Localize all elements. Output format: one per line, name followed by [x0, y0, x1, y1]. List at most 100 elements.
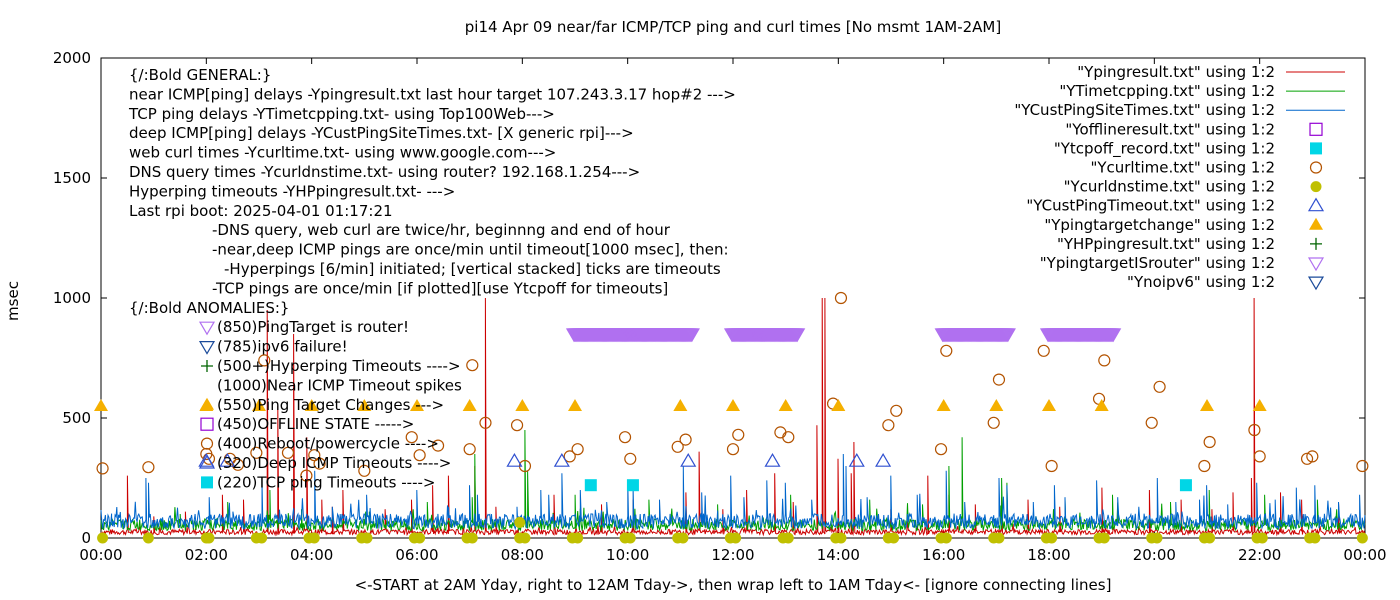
annotation-line: -DNS query, web curl are twice/hr, begin…	[212, 221, 671, 239]
marker-point	[515, 399, 530, 411]
legend-swatch	[1309, 161, 1323, 174]
y-tick-label: 1000	[53, 289, 91, 307]
annotation-line: (220)TCP ping Timeouts ---->	[217, 473, 435, 491]
marker-point	[624, 532, 636, 544]
marker-point	[683, 328, 700, 343]
legend-label: "Ycurltime.txt" using 1:2	[1090, 159, 1275, 177]
marker-point	[514, 516, 526, 528]
marker-point	[313, 457, 326, 470]
marker-point	[1145, 416, 1158, 429]
marker-point	[673, 399, 688, 411]
legend-label: "YHPpingresult.txt" using 1:2	[1057, 235, 1275, 253]
y-tick-label: 2000	[53, 49, 91, 67]
marker-point	[940, 344, 953, 357]
legend-label: "Ytcpoff_record.txt" using 1:2	[1054, 139, 1275, 158]
marker-point	[1198, 459, 1211, 473]
series-line-2	[100, 453, 1366, 531]
marker-point	[250, 446, 263, 459]
annotation-icon	[198, 454, 216, 469]
marker-point	[778, 399, 793, 411]
marker-point	[1356, 459, 1369, 473]
legend-label: "Ypingtargetchange" using 1:2	[1044, 216, 1275, 234]
marker-point	[1256, 532, 1268, 544]
marker-point	[1300, 452, 1314, 465]
marker-point	[774, 426, 787, 439]
legend-label: "Ynoipv6" using 1:2	[1127, 273, 1275, 291]
marker-point	[1153, 380, 1166, 393]
annotation-line: (500+)Hyperping Timeouts ---->	[217, 357, 461, 375]
marker-point	[231, 458, 245, 471]
marker-point	[281, 446, 295, 459]
marker-point	[1179, 479, 1192, 492]
marker-point	[882, 419, 895, 432]
marker-point	[726, 399, 740, 411]
marker-point	[304, 399, 319, 411]
marker-point	[764, 453, 781, 467]
annotation-line: (785)ipv6 failure!	[217, 338, 348, 356]
marker-point	[1306, 450, 1319, 463]
legend-swatch	[1310, 181, 1322, 193]
x-tick-label: 08:00	[501, 546, 544, 564]
marker-point	[936, 399, 951, 411]
marker-point	[405, 431, 418, 444]
x-axis-label: <-START at 2AM Yday, right to 12AM Tday-…	[355, 576, 1112, 594]
marker-point	[510, 419, 524, 432]
marker-point	[726, 443, 740, 456]
y-tick-label: 500	[62, 409, 91, 427]
annotation-line: (1000)Near ICMP Timeout spikes	[217, 376, 462, 394]
y-tick-label: 0	[81, 529, 91, 547]
series-line-0	[100, 297, 1366, 537]
legend-swatch	[1309, 217, 1323, 230]
annotation-line: -TCP pings are once/min [if plotted][use…	[212, 279, 668, 297]
annotation-text: {/:Bold GENERAL:}near ICMP[ping] delays …	[128, 66, 736, 491]
legend-swatch	[1307, 257, 1325, 272]
legend-label: "Ypingresult.txt" using 1:2	[1077, 63, 1275, 81]
marker-point	[1105, 328, 1122, 343]
marker-point	[96, 462, 109, 475]
marker-point	[888, 532, 900, 544]
legend-swatch	[1307, 276, 1325, 291]
marker-point	[572, 532, 584, 544]
marker-point	[584, 479, 597, 492]
y-tick-label: 1500	[53, 169, 91, 187]
marker-point	[987, 416, 1000, 429]
marker-point	[462, 399, 477, 411]
annotation-icon	[198, 321, 216, 336]
marker-point	[1151, 532, 1163, 544]
marker-point	[479, 416, 492, 429]
marker-point	[732, 428, 745, 441]
marker-point	[252, 399, 266, 411]
annotation-icon	[200, 437, 214, 450]
marker-point	[300, 469, 313, 482]
marker-point	[848, 453, 865, 467]
marker-point	[466, 532, 478, 544]
marker-point	[1094, 399, 1109, 411]
marker-point	[626, 479, 639, 492]
marker-point	[671, 440, 684, 453]
x-tick-label: 02:00	[185, 546, 228, 564]
marker-point	[999, 328, 1016, 343]
marker-point	[463, 443, 476, 456]
marker-point	[993, 532, 1005, 544]
marker-point	[934, 443, 948, 456]
annotation-icon	[200, 417, 214, 431]
legend-swatch	[1310, 237, 1322, 250]
marker-point	[568, 399, 582, 411]
marker-point	[1046, 532, 1058, 544]
annotation-line: TCP ping delays -YTimetcpping.txt- using…	[128, 105, 555, 123]
marker-point	[782, 431, 795, 444]
annotation-line: (400)Reboot/powercycle ---->	[217, 435, 439, 453]
marker-point	[831, 399, 846, 411]
marker-point	[410, 399, 424, 411]
marker-point	[1045, 459, 1058, 473]
legend-label: "YTimetcpping.txt" using 1:2	[1059, 82, 1275, 100]
x-tick-label: 22:00	[1238, 546, 1281, 564]
marker-point	[97, 532, 109, 544]
marker-point	[358, 464, 371, 477]
marker-point	[94, 399, 108, 411]
x-tick-label: 16:00	[922, 546, 965, 564]
marker-point	[992, 373, 1006, 386]
marker-point	[680, 453, 697, 467]
x-tick-label: 00:00	[1343, 546, 1386, 564]
